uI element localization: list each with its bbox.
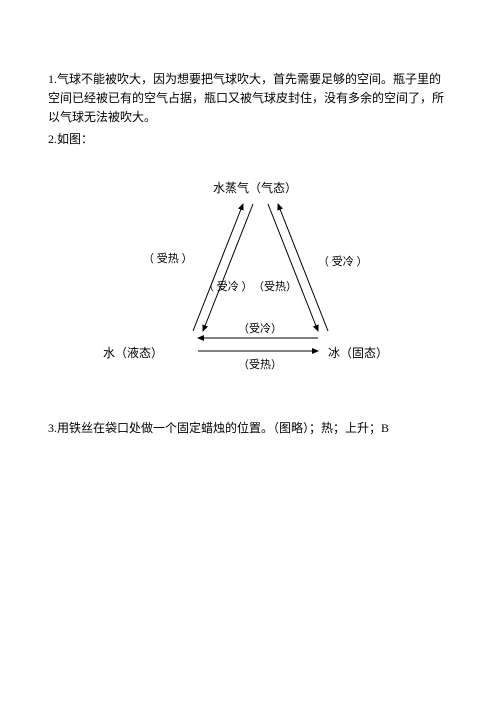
node-left: 水（液态） [103, 344, 163, 363]
edge-label-5: （受热） [238, 357, 282, 375]
node-right: 冰（固态） [328, 344, 388, 363]
edge-label-3: （受热） [253, 279, 297, 297]
paragraph-3: 3.用铁丝在袋口处做一个固定蜡烛的位置。（图略）；热；上升；B [48, 419, 452, 438]
edge-label-0: （ 受热 ） [143, 251, 193, 269]
edge-label-4: （受冷） [238, 321, 282, 339]
edge-label-2: （ 受冷 ） [318, 254, 368, 272]
paragraph-2: 2.如图： [48, 130, 452, 149]
state-diagram: 水蒸气（气态） 水（液态） 冰（固态） （ 受热 ） （ 受冷 ） （ 受冷 ）… [48, 179, 452, 379]
edge-label-1: （ 受冷 ） [203, 279, 253, 297]
page: 1.气球不能被吹大，因为想要把气球吹大，首先需要足够的空间。瓶子里的空间已经被已… [0, 0, 500, 438]
paragraph-1: 1.气球不能被吹大，因为想要把气球吹大，首先需要足够的空间。瓶子里的空间已经被已… [48, 70, 452, 128]
node-top: 水蒸气（气态） [213, 179, 297, 198]
